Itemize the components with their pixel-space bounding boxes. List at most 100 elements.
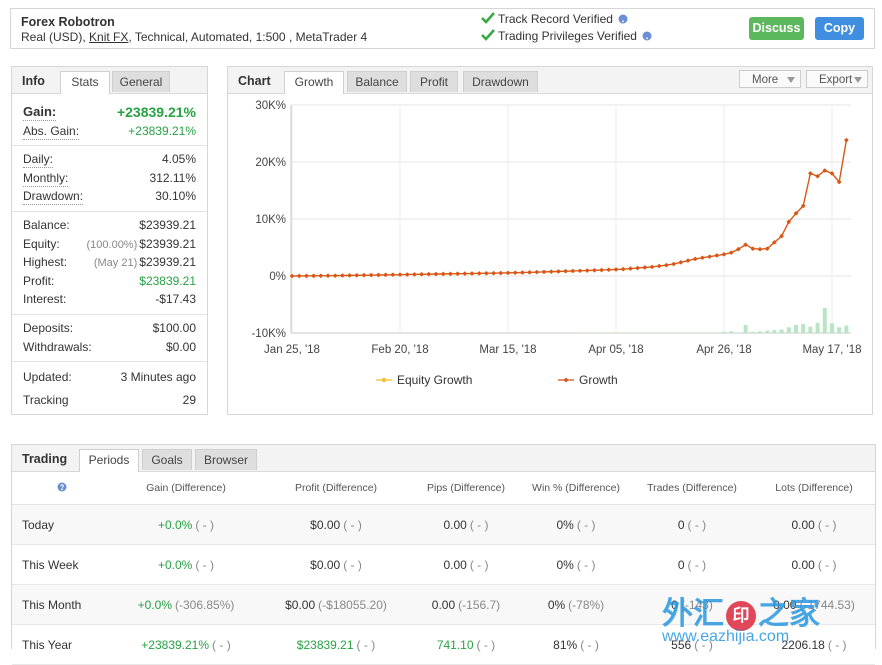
column-header: Lots (Difference) [753,472,875,505]
period-cell: 0%( - ) [521,504,631,545]
point-marker [779,233,784,239]
info-value-text: +23839.21% [128,123,196,138]
bar [837,327,842,333]
account-header: Forex Robotron Real (USD), Knit FX, Tech… [10,8,875,49]
tab[interactable]: Balance [347,71,407,92]
x-tick-label: Apr 05, '18 [588,344,643,356]
column-header: Trades (Difference) [631,472,753,505]
tab-bar: Trading Periods Goals Browser [12,445,875,472]
bar [621,332,626,333]
point-marker [584,268,590,273]
bar [794,325,798,333]
info-value-text: 4.05% [161,152,196,167]
info-row: Profit: $23839.21 [23,272,196,291]
copy-button[interactable]: Copy [815,17,864,40]
tab[interactable]: Stats [60,71,110,94]
cell-diff: ( - ) [343,557,362,572]
point-marker [325,273,331,279]
panel-heading: Info [22,74,45,88]
point-marker [412,272,417,277]
cell-value: 0% [547,597,566,612]
legend-label: Growth [579,373,618,387]
bar [664,332,669,333]
info-group: Updated: 3 Minutes ago Tracking 29 [12,362,207,414]
info-label: Daily: [23,152,54,169]
point-marker [808,171,813,176]
discuss-button[interactable]: Discuss [749,17,804,40]
period-cell: 81%( - ) [521,624,631,665]
cell-diff: ( - ) [694,637,713,652]
growth-chart: 30K% 20K% 10K% 0% -10K% Jan 25, '18 Feb 20, '1… [251,100,861,387]
bar [714,332,719,333]
cell-value: $0.00 [285,597,316,612]
x-tick-label: Apr 26, '18 [696,344,751,356]
point-marker [426,271,432,277]
info-value: +23839.21% [117,103,196,122]
bar [758,331,762,333]
tab[interactable]: Browser [195,449,257,470]
point-marker [700,255,705,261]
tab[interactable]: Goals [142,449,192,470]
help-icon[interactable] [618,14,628,24]
info-label: Highest: [23,255,68,270]
point-marker [520,270,525,275]
tab[interactable]: Growth [284,71,344,94]
watermark-text: 之家 [758,596,820,631]
cell-value: +0.0% [157,517,193,532]
point-marker [728,250,734,255]
period-cell: $23839.21( - ) [261,624,411,665]
bar [585,332,590,333]
point-marker [671,261,676,267]
info-value: $0.00 [166,338,196,357]
trading-panel: Trading Periods Goals Browser Gain (Diff… [11,444,876,665]
bar [830,323,834,333]
tab[interactable]: Profit [410,71,458,92]
period-label: This Year [12,624,111,665]
tab[interactable]: Periods [79,449,139,472]
period-cell: +0.0%( - ) [111,504,261,545]
cell-diff: ( - ) [195,517,214,532]
tab[interactable]: General [112,71,170,92]
y-tick-label: 0% [269,271,286,283]
info-label: Deposits: [23,320,74,335]
more-dropdown[interactable]: More [739,70,801,88]
legend-label: Equity Growth [397,373,472,387]
info-panel: Info Stats General Gain: +23839.21% Abs. G… [11,66,208,415]
cell-value: 0% [556,557,574,572]
bar [736,332,741,333]
point-marker [462,271,468,276]
cell-value: 556 [671,637,692,652]
period-cell: 556( - ) [631,624,753,665]
bar [750,331,755,333]
dropdown-label: Export [819,74,853,86]
point-marker [354,273,360,278]
point-marker [476,271,482,276]
tab-bar: Info Stats General [12,67,207,94]
info-value: -$17.43 [155,290,196,309]
point-marker [750,246,756,251]
help-icon[interactable] [57,482,67,492]
info-value-text: $0.00 [165,339,196,354]
legend-item[interactable]: Growth [558,373,618,387]
periods-table: Gain (Difference) Profit (Difference) Pips… [12,472,875,665]
bar [635,332,640,333]
period-row: This Year +23839.21%( - ) $23839.21( - ) 74… [12,624,875,665]
info-label: Gain: [23,104,57,121]
legend-item[interactable]: Equity Growth [376,373,472,387]
legend-marker [563,377,569,383]
point-marker [433,271,439,277]
info-value-text: $23939.21 [139,217,196,232]
point-marker [743,242,748,247]
cell-diff: ( - ) [356,637,376,652]
point-marker [484,270,489,276]
tab[interactable]: Drawdown [463,71,538,92]
export-dropdown[interactable]: Export [806,70,868,88]
broker-link[interactable]: Knit FX [89,30,129,44]
info-value-text: $23839.21 [139,273,196,288]
help-icon[interactable] [642,31,652,41]
bar [606,332,611,333]
info-value: (100.00%) $23939.21 [87,235,197,254]
info-label: Tracking [23,392,69,407]
period-cell: 2206.18( - ) [753,624,875,665]
info-label: Monthly: [23,170,69,187]
